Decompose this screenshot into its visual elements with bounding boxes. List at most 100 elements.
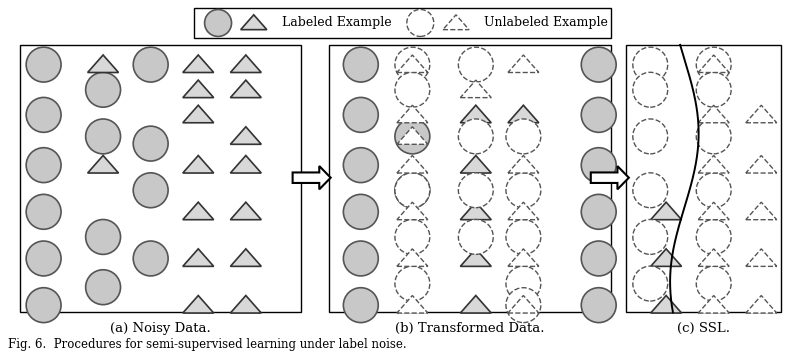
Ellipse shape	[26, 241, 61, 276]
Ellipse shape	[458, 119, 493, 154]
Ellipse shape	[86, 119, 121, 154]
Polygon shape	[651, 295, 681, 313]
Ellipse shape	[133, 126, 168, 161]
Polygon shape	[397, 155, 428, 173]
Ellipse shape	[581, 148, 616, 183]
Ellipse shape	[26, 97, 61, 132]
Ellipse shape	[506, 266, 541, 301]
Text: Labeled Example: Labeled Example	[282, 17, 391, 29]
Ellipse shape	[506, 173, 541, 208]
Ellipse shape	[633, 72, 668, 107]
Text: (b) Transformed Data.: (b) Transformed Data.	[395, 322, 545, 335]
Ellipse shape	[395, 47, 430, 82]
Polygon shape	[230, 155, 262, 173]
PathPatch shape	[591, 166, 629, 190]
Polygon shape	[230, 249, 262, 266]
Polygon shape	[397, 295, 428, 313]
Ellipse shape	[395, 173, 430, 208]
Polygon shape	[241, 15, 266, 30]
Polygon shape	[460, 295, 491, 313]
Ellipse shape	[86, 270, 121, 305]
Polygon shape	[230, 55, 262, 73]
Ellipse shape	[343, 47, 378, 82]
Ellipse shape	[581, 97, 616, 132]
Ellipse shape	[458, 173, 493, 208]
Polygon shape	[397, 105, 428, 123]
Ellipse shape	[133, 173, 168, 208]
Ellipse shape	[343, 97, 378, 132]
Ellipse shape	[696, 47, 731, 82]
Ellipse shape	[581, 47, 616, 82]
Polygon shape	[230, 127, 262, 144]
Polygon shape	[460, 105, 491, 123]
Polygon shape	[699, 55, 730, 73]
Polygon shape	[745, 202, 776, 220]
Ellipse shape	[696, 119, 731, 154]
Polygon shape	[508, 249, 538, 266]
Polygon shape	[651, 202, 681, 220]
Ellipse shape	[86, 219, 121, 255]
Ellipse shape	[395, 266, 430, 301]
FancyBboxPatch shape	[329, 45, 611, 312]
Polygon shape	[230, 80, 262, 98]
Polygon shape	[699, 155, 730, 173]
Ellipse shape	[343, 241, 378, 276]
Polygon shape	[397, 55, 428, 73]
Polygon shape	[745, 295, 776, 313]
Ellipse shape	[86, 72, 121, 107]
Ellipse shape	[506, 288, 541, 323]
Ellipse shape	[26, 47, 61, 82]
Ellipse shape	[205, 9, 232, 37]
Ellipse shape	[395, 72, 430, 107]
Polygon shape	[88, 155, 119, 173]
Ellipse shape	[407, 9, 434, 37]
Polygon shape	[230, 202, 262, 220]
Polygon shape	[182, 55, 214, 73]
Polygon shape	[508, 202, 538, 220]
Ellipse shape	[633, 266, 668, 301]
Ellipse shape	[506, 219, 541, 255]
Polygon shape	[230, 295, 262, 313]
Polygon shape	[508, 55, 538, 73]
Ellipse shape	[633, 219, 668, 255]
Polygon shape	[460, 155, 491, 173]
Polygon shape	[182, 249, 214, 266]
Polygon shape	[699, 202, 730, 220]
Polygon shape	[651, 249, 681, 266]
Polygon shape	[182, 155, 214, 173]
Polygon shape	[745, 105, 776, 123]
FancyBboxPatch shape	[194, 8, 611, 38]
Polygon shape	[182, 80, 214, 98]
Polygon shape	[182, 202, 214, 220]
Ellipse shape	[581, 194, 616, 229]
Ellipse shape	[26, 194, 61, 229]
Polygon shape	[699, 295, 730, 313]
Ellipse shape	[696, 72, 731, 107]
Polygon shape	[745, 155, 776, 173]
Ellipse shape	[581, 288, 616, 323]
Text: (c) SSL.: (c) SSL.	[677, 322, 730, 335]
FancyBboxPatch shape	[20, 45, 301, 312]
Polygon shape	[182, 295, 214, 313]
Ellipse shape	[133, 47, 168, 82]
Polygon shape	[508, 295, 538, 313]
Ellipse shape	[343, 288, 378, 323]
Ellipse shape	[395, 219, 430, 255]
Text: (a) Noisy Data.: (a) Noisy Data.	[110, 322, 211, 335]
Polygon shape	[745, 249, 776, 266]
Polygon shape	[460, 80, 491, 98]
Polygon shape	[397, 249, 428, 266]
Polygon shape	[508, 105, 538, 123]
Ellipse shape	[26, 288, 61, 323]
Text: Fig. 6.  Procedures for semi-supervised learning under label noise.: Fig. 6. Procedures for semi-supervised l…	[8, 338, 407, 351]
Ellipse shape	[458, 219, 493, 255]
Polygon shape	[460, 249, 491, 266]
PathPatch shape	[293, 166, 331, 190]
Polygon shape	[699, 105, 730, 123]
Ellipse shape	[343, 194, 378, 229]
FancyBboxPatch shape	[626, 45, 781, 312]
Polygon shape	[397, 127, 428, 144]
Polygon shape	[699, 249, 730, 266]
Polygon shape	[508, 155, 538, 173]
Ellipse shape	[395, 173, 430, 208]
